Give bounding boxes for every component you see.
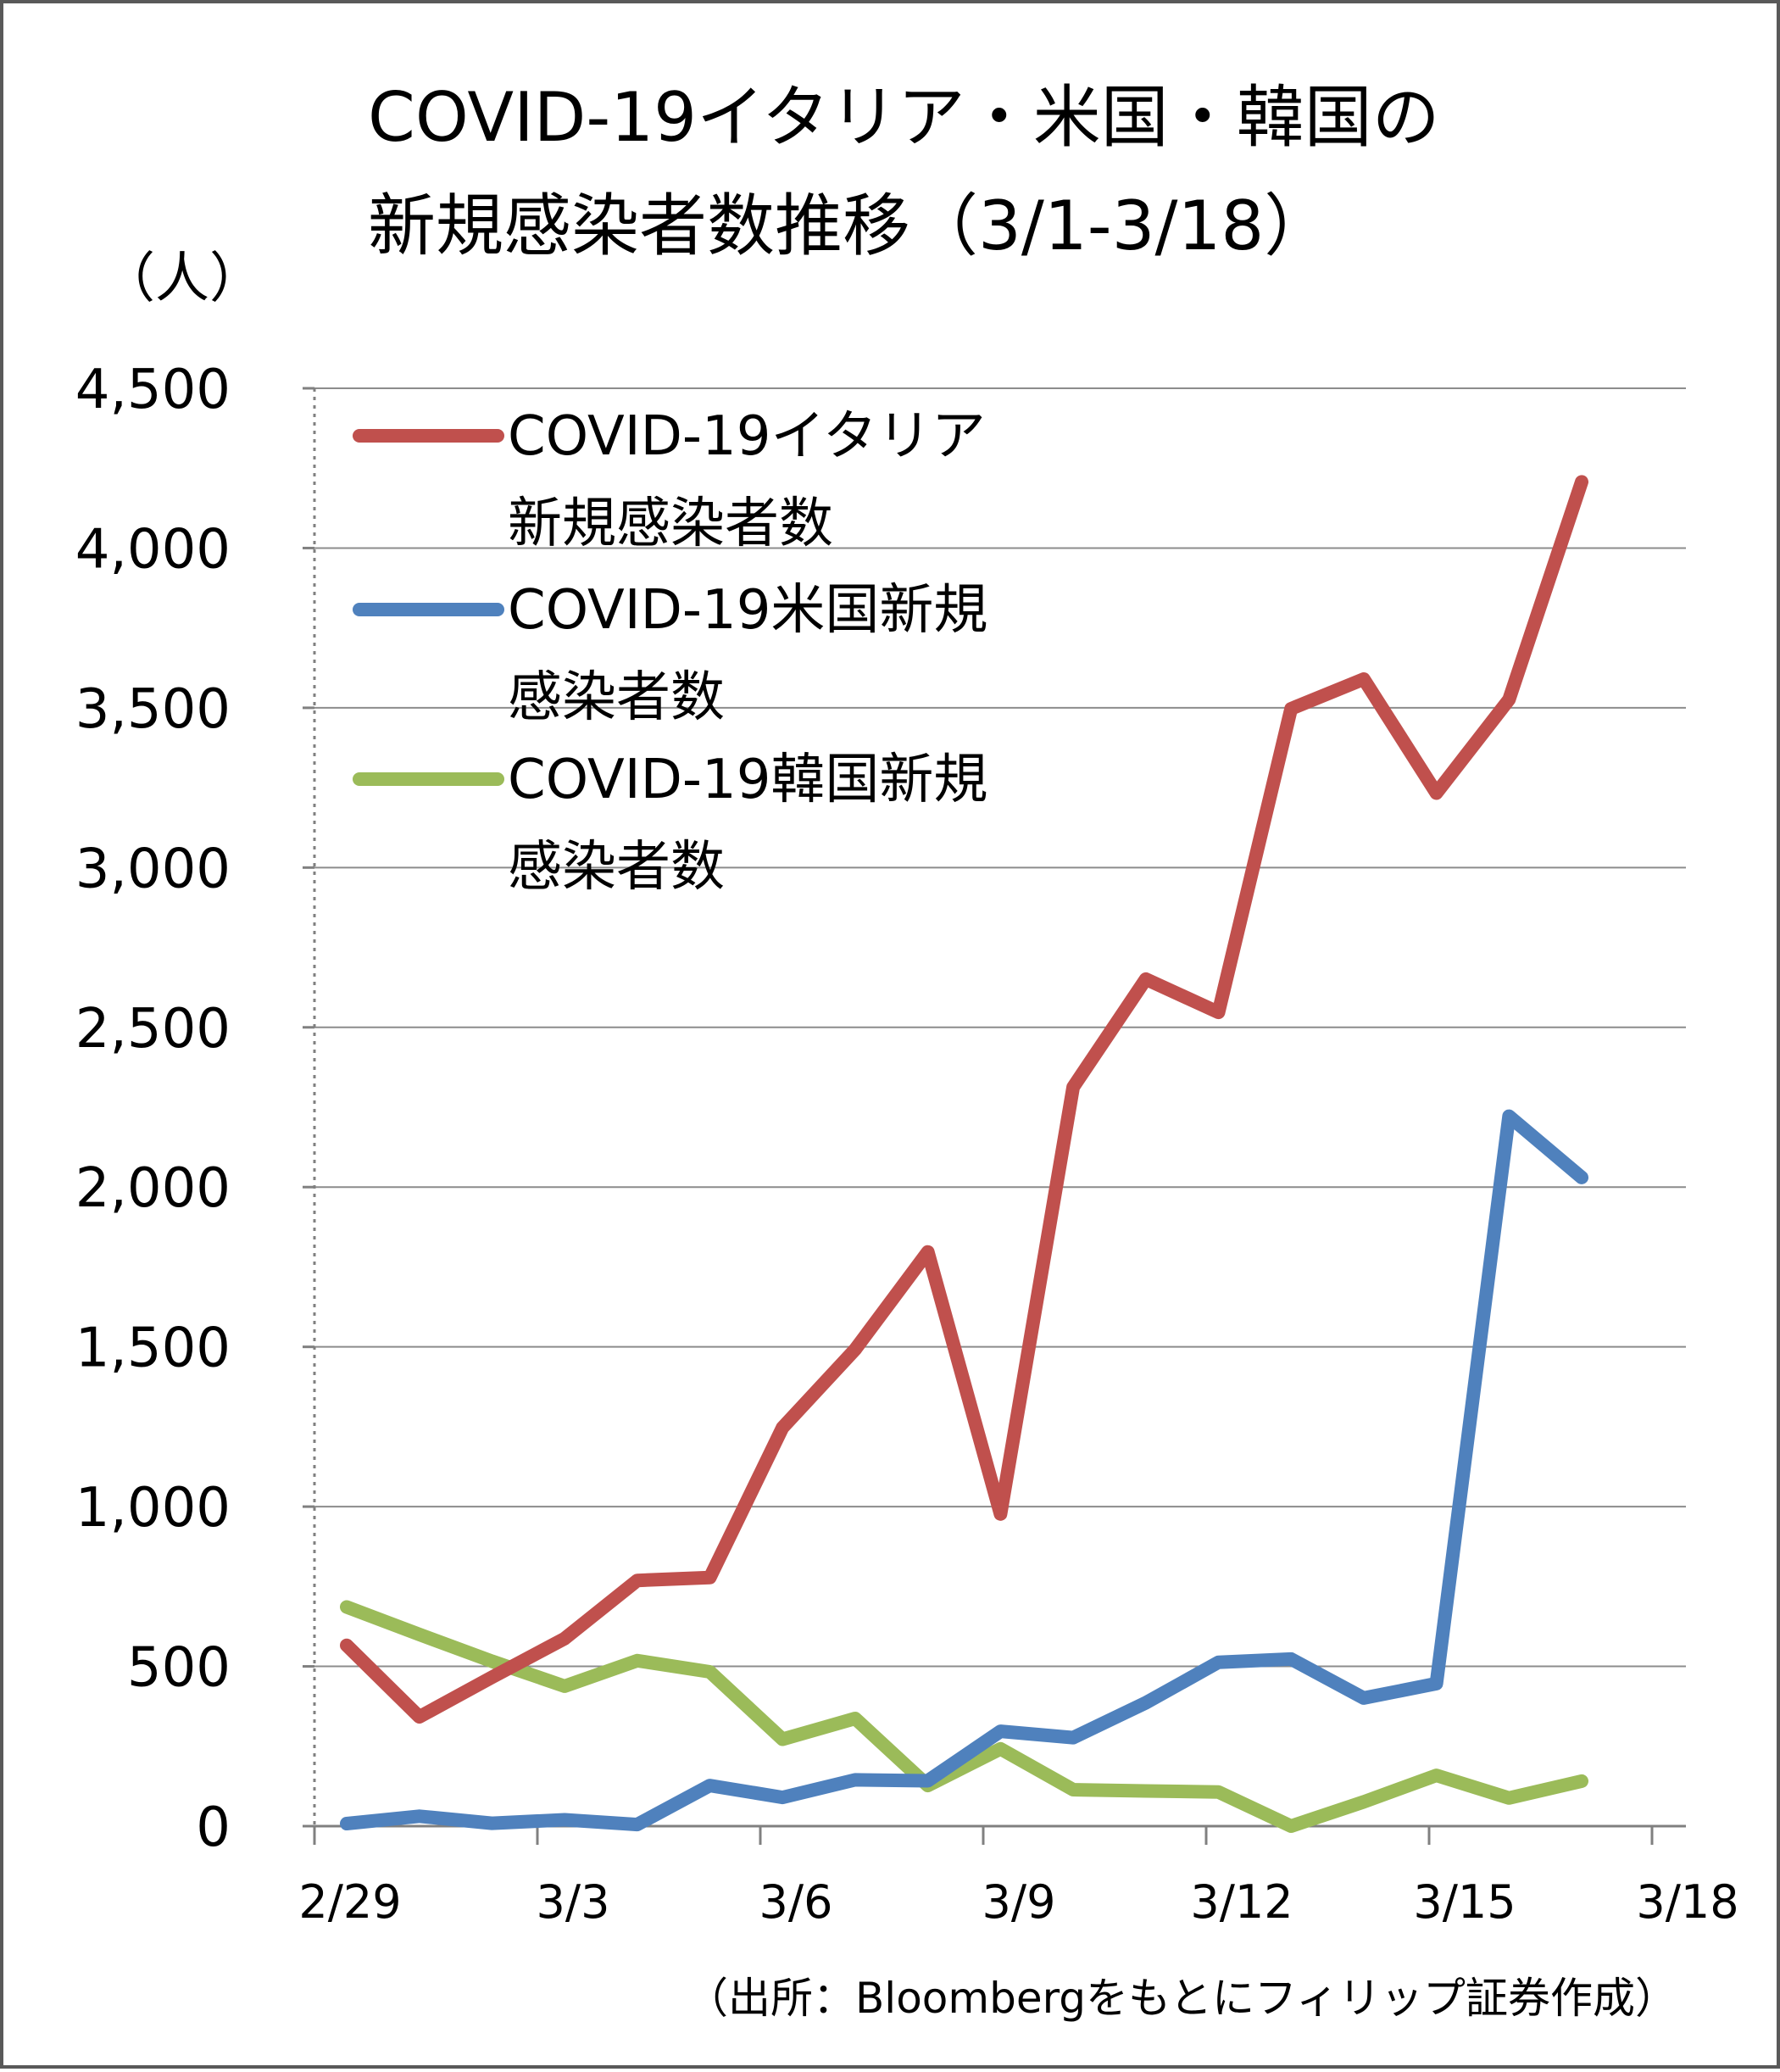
series-line-1 — [340, 1109, 1588, 1832]
y-tick-label: 0 — [196, 1796, 231, 1859]
legend-label-0: 新規感染者数 — [508, 493, 833, 555]
x-tick-label: 3/15 — [1413, 1875, 1516, 1929]
series-lines — [340, 475, 1588, 1833]
legend-label-1: COVID-19米国新規 — [508, 579, 987, 642]
series-line-2 — [340, 1600, 1588, 1833]
y-axis-tick-labels: 0 500 1,000 1,500 2,000 2,500 3,000 3,500 4,000 4… — [75, 359, 231, 1859]
chart-title-line-1: COVID-19イタリア・米国・韓国の — [368, 78, 1440, 157]
x-axis-tick-labels: 2/29 3/3 3/6 3/9 3/12 3/15 3/18 — [298, 1875, 1738, 1929]
y-tick-label: 1,000 — [75, 1477, 231, 1540]
series-line-0 — [340, 475, 1588, 1724]
source-note: （出所：Bloombergをもとにフィリップ証券作成） — [686, 1974, 1677, 2023]
line-chart: COVID-19イタリア・米国・韓国の 新規感染者数推移（3/1-3/18） （… — [75, 78, 1739, 2023]
y-tick-label: 3,000 — [75, 838, 231, 900]
y-tick-label: 2,500 — [75, 998, 231, 1061]
y-tick-label: 4,500 — [75, 359, 231, 421]
y-tick-label: 1,500 — [75, 1317, 231, 1380]
x-tick-label: 2/29 — [298, 1875, 401, 1929]
x-tick-label: 3/12 — [1190, 1875, 1293, 1929]
gridlines — [314, 387, 1686, 1668]
legend-label-0: COVID-19イタリア — [508, 405, 986, 468]
legend-label-2: 感染者数 — [508, 836, 725, 899]
x-tick-label: 3/18 — [1636, 1875, 1738, 1929]
y-axis-unit-label: （人） — [101, 248, 264, 310]
y-tick-label: 2,000 — [75, 1157, 231, 1220]
y-tick-label: 500 — [127, 1637, 231, 1700]
x-tick-label: 3/3 — [537, 1875, 610, 1929]
x-tick-label: 3/9 — [982, 1875, 1056, 1929]
y-tick-label: 3,500 — [75, 678, 231, 741]
y-tick-label: 4,000 — [75, 518, 231, 581]
chart-title-line-2: 新規感染者数推移（3/1-3/18） — [368, 187, 1332, 265]
legend-label-1: 感染者数 — [508, 666, 725, 729]
x-tick-label: 3/6 — [759, 1875, 833, 1929]
legend-label-2: COVID-19韓国新規 — [508, 749, 987, 811]
